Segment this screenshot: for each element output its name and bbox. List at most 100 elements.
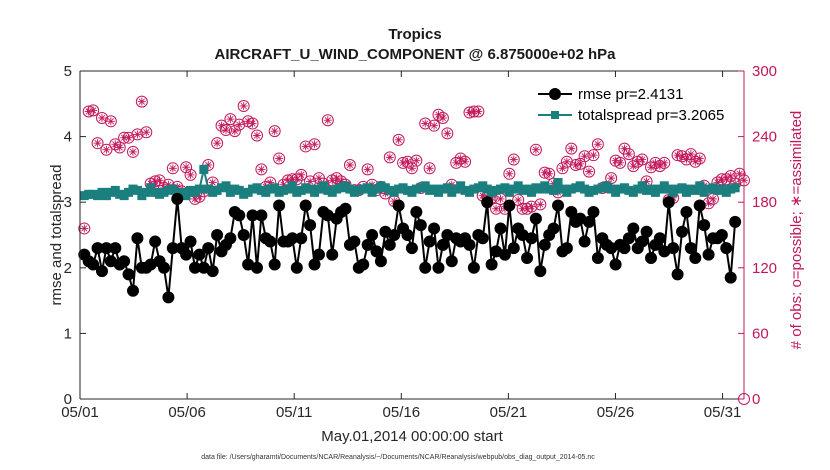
asterisk-stroke — [138, 98, 145, 105]
asterisk-stroke — [253, 132, 261, 139]
rmse-point — [211, 229, 224, 241]
rmse-point — [428, 222, 441, 235]
asterisk-stroke — [661, 159, 668, 166]
rmse-point — [476, 232, 489, 245]
obs-assimilated-marker — [363, 165, 372, 174]
asterisk-stroke — [559, 165, 566, 172]
obs-assimilated-marker — [128, 147, 137, 156]
x-tick-label: 05/06 — [168, 404, 206, 421]
legend: rmse pr=2.4131 totalspread pr=3.2065 — [532, 77, 738, 127]
y-tick-label: 1 — [64, 325, 72, 342]
asterisk-stroke — [386, 154, 393, 161]
obs-possible-marker — [410, 154, 423, 167]
obs-assimilated-marker — [536, 200, 545, 209]
asterisk-stroke — [302, 143, 309, 150]
rmse-point — [326, 248, 339, 261]
asterisk-stroke — [696, 155, 703, 162]
y-tick-label: 2 — [64, 260, 72, 277]
rmse-point — [419, 261, 432, 274]
asterisk-stroke — [218, 122, 225, 129]
rmse-point — [525, 232, 538, 245]
chart-subtitle: AIRCRAFT_U_WIND_COMPONENT @ 6.875000e+02… — [215, 46, 617, 63]
asterisk-stroke — [143, 129, 150, 136]
obs-possible-marker — [459, 155, 472, 168]
asterisk-stroke — [236, 121, 243, 128]
rmse-point — [671, 268, 684, 281]
rmse-point — [268, 258, 281, 271]
obs-possible-marker — [724, 169, 737, 182]
x-tick-label: 05/01 — [61, 404, 99, 421]
rmse-point — [118, 255, 131, 268]
asterisk-stroke — [129, 148, 137, 156]
obs-assimilated-marker — [208, 178, 217, 187]
asterisk-stroke — [116, 144, 123, 151]
obs-assimilated-marker — [111, 140, 120, 149]
asterisk-stroke — [134, 131, 141, 138]
asterisk-stroke — [231, 128, 238, 135]
asterisk-stroke — [621, 145, 628, 152]
rmse-point — [308, 258, 321, 271]
obs-possible-marker — [556, 162, 569, 175]
left-axis-marks — [78, 164, 742, 304]
asterisk-stroke — [585, 168, 593, 175]
obs-possible-marker — [78, 222, 91, 235]
obs-possible-marker — [591, 138, 604, 151]
obs-assimilated-marker — [310, 140, 319, 149]
obs-assimilated-marker — [155, 176, 164, 185]
rmse-point — [366, 229, 379, 241]
asterisk-stroke — [333, 175, 340, 182]
rmse-point — [698, 219, 711, 232]
obs-possible-marker — [587, 149, 600, 162]
obs-assimilated-marker — [221, 126, 230, 135]
y-axis-right-label: # of obs: o=possible; ∗=assimilated — [788, 111, 805, 350]
legend-rmse-label: rmse pr=2.4131 — [578, 86, 683, 103]
obs-assimilated-marker — [434, 110, 443, 119]
rmse-point — [467, 261, 480, 274]
obs-assimilated-marker — [394, 135, 403, 144]
asterisk-stroke — [413, 157, 420, 164]
asterisk-stroke — [639, 156, 646, 163]
obs-assimilated-marker — [80, 224, 89, 233]
asterisk-stroke — [515, 196, 522, 204]
rmse-point — [188, 261, 201, 274]
obs-assimilated-marker — [638, 155, 647, 164]
rmse-point — [383, 238, 396, 251]
rmse-point — [680, 206, 693, 219]
obs-possible-marker — [224, 113, 237, 126]
obs-assimilated-marker — [421, 119, 430, 128]
rmse-point — [87, 258, 100, 271]
obs-possible-marker — [432, 108, 445, 121]
obs-assimilated-marker — [717, 175, 726, 184]
rmse-point — [95, 265, 108, 278]
rmse-point — [290, 261, 303, 274]
asterisk-stroke — [85, 108, 92, 115]
y-right-tick-label: 0 — [752, 391, 760, 408]
rmse-point — [645, 251, 658, 264]
obs-assimilated-marker — [124, 133, 133, 142]
obs-assimilated-marker — [89, 106, 98, 115]
asterisk-stroke — [156, 177, 163, 184]
obs-assimilated-marker — [567, 144, 576, 153]
rmse-point — [534, 265, 547, 278]
obs-assimilated-marker — [686, 150, 695, 159]
x-tick-label: 05/31 — [704, 404, 742, 421]
obs-assimilated-marker — [407, 164, 416, 173]
asterisk-stroke — [466, 109, 473, 116]
obs-possible-marker — [507, 153, 520, 166]
rmse-point — [702, 248, 715, 261]
obs-assimilated-marker — [213, 139, 222, 148]
obs-possible-marker — [560, 155, 573, 168]
rmse-point — [299, 199, 312, 212]
rmse-point — [162, 291, 175, 304]
rmse-point — [392, 199, 405, 212]
obs-assimilated-marker — [465, 108, 474, 117]
asterisk-stroke — [692, 158, 699, 165]
asterisk-stroke — [470, 108, 478, 115]
rmse-point — [122, 268, 135, 281]
rmse-point — [339, 202, 352, 215]
rmse-point — [445, 255, 458, 268]
obs-assimilated-marker — [257, 165, 266, 174]
obs-assimilated-marker — [345, 161, 354, 170]
obs-assimilated-marker — [186, 170, 195, 179]
legend-rmse-marker — [549, 88, 561, 100]
